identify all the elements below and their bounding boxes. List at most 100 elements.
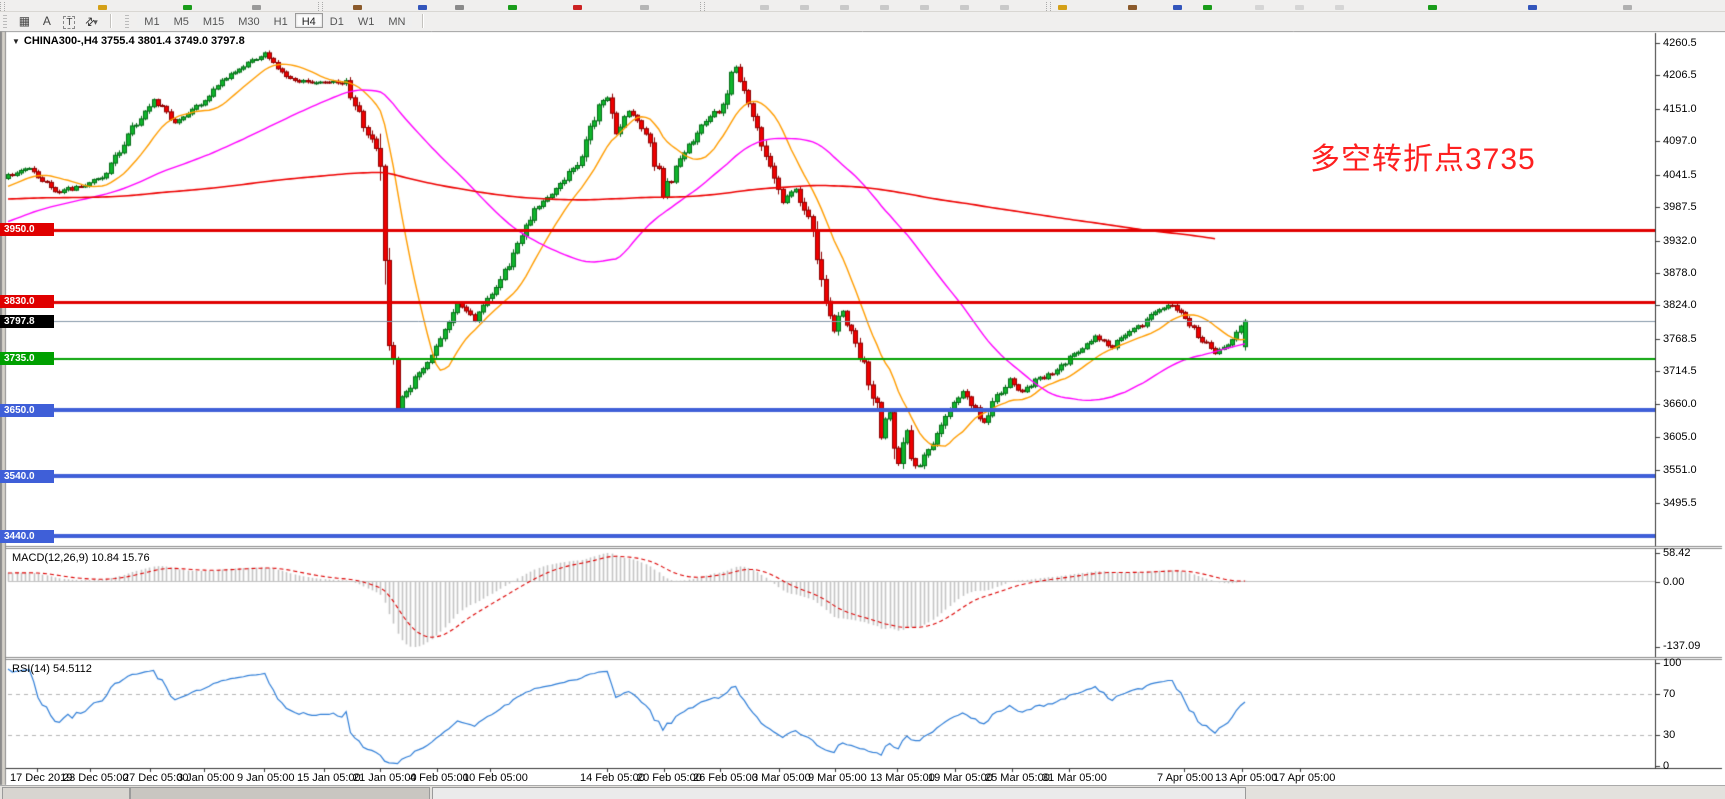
time-axis-label: 13 Mar 05:00: [870, 772, 935, 784]
time-axis-label: 9 Jan 05:00: [237, 772, 295, 784]
text-label-button[interactable]: A: [38, 13, 56, 29]
price-tick-label: 3551.0: [1663, 463, 1697, 476]
objects-arrows-button[interactable]: ⇄▾: [83, 13, 101, 30]
dropdown-caret-icon: ▾: [93, 17, 98, 27]
time-axis-label: 23 Dec 05:00: [63, 772, 129, 784]
toolbar-icon[interactable]: [880, 5, 889, 10]
toolbar-icon[interactable]: [418, 5, 427, 10]
macd-indicator-label: MACD(12,26,9) 10.84 15.76: [12, 552, 150, 564]
toolbar-icon[interactable]: [800, 5, 809, 10]
price-tick-label: 3932.0: [1663, 234, 1697, 247]
symbol-dropdown-caret-icon[interactable]: ▼: [12, 37, 20, 46]
price-level-badge: 3440.0: [0, 529, 54, 543]
price-tick-label: 3605.0: [1663, 431, 1697, 444]
time-axis-label: 15 Jan 05:00: [297, 772, 361, 784]
toolbar-icon[interactable]: [1000, 5, 1009, 10]
toolbar-icon[interactable]: [1295, 5, 1304, 10]
crosshair-grid-button[interactable]: ▦: [15, 13, 33, 29]
toolbar-icon[interactable]: [960, 5, 969, 10]
text-box-button[interactable]: T: [60, 13, 78, 29]
chart-window: ▼ CHINA300-,H4 3755.4 3801.4 3749.0 3797.…: [0, 31, 1725, 799]
toolbar-icon[interactable]: [1203, 5, 1212, 10]
bottom-panel-segment[interactable]: [130, 787, 430, 799]
toolbar-icon[interactable]: [1428, 5, 1437, 10]
toolbar-icon[interactable]: [1255, 5, 1264, 10]
toolbar-icon[interactable]: [1528, 5, 1537, 10]
price-tick-label: 3660.0: [1663, 398, 1697, 411]
font-a-icon: A: [42, 14, 51, 28]
bottom-panel-segment[interactable]: [2, 787, 130, 799]
symbol-ohlc-text: CHINA300-,H4 3755.4 3801.4 3749.0 3797.8: [23, 35, 245, 47]
rsi-tick-label: 100: [1663, 657, 1682, 669]
toolbar-grip[interactable]: [3, 15, 7, 28]
toolbar-icon[interactable]: [760, 5, 769, 10]
toolbar-grip: [700, 2, 705, 11]
price-level-badge: 3950.0: [0, 223, 54, 237]
macd-tick-label: -137.09: [1663, 640, 1701, 652]
candlestick-chart-canvas[interactable]: [0, 31, 1725, 799]
text-box-icon: T: [63, 16, 76, 29]
rsi-indicator-label: RSI(14) 54.5112: [12, 663, 92, 675]
current-price-badge: 3797.8: [0, 314, 54, 328]
timeframe-button-w1[interactable]: W1: [350, 13, 382, 28]
timeframe-button-m15[interactable]: M15: [195, 13, 232, 28]
toolbar-grip: [0, 2, 5, 11]
toolbar-icon[interactable]: [98, 5, 107, 10]
timeframe-button-m1[interactable]: M1: [137, 13, 167, 28]
toolbar-separator: [110, 14, 113, 28]
price-tick-label: 3987.5: [1663, 201, 1697, 214]
price-tick-label: 4151.0: [1663, 102, 1697, 115]
time-axis-label: 26 Feb 05:00: [693, 772, 758, 784]
price-tick-label: 4097.0: [1663, 135, 1697, 148]
price-tick-label: 3878.0: [1663, 266, 1697, 279]
time-axis-label: 25 Mar 05:00: [985, 772, 1050, 784]
toolbar-separator: [421, 14, 424, 28]
time-axis-label: 13 Apr 05:00: [1215, 772, 1278, 784]
toolbar-icon[interactable]: [1623, 5, 1632, 10]
chart-annotation-text: 多空转折点3735: [1310, 143, 1536, 176]
toolbar-top-strip: [0, 0, 1725, 12]
toolbar-icon[interactable]: [252, 5, 261, 10]
toolbar-icon[interactable]: [183, 5, 192, 10]
price-tick-label: 3768.5: [1663, 332, 1697, 345]
toolbar-grip: [318, 2, 323, 11]
rsi-tick-label: 30: [1663, 729, 1676, 742]
timeframe-button-m5[interactable]: M5: [166, 13, 196, 28]
time-axis-label: 3 Jan 05:00: [177, 772, 235, 784]
toolbar-icon[interactable]: [508, 5, 517, 10]
price-level-badge: 3735.0: [0, 352, 54, 366]
toolbar-icon[interactable]: [353, 5, 362, 10]
toolbar-icon[interactable]: [640, 5, 649, 10]
time-axis-label: 7 Apr 05:00: [1157, 772, 1214, 784]
timeframe-buttons: M1 M5 M15 M30 H1 H4 D1 W1 MN: [137, 12, 413, 29]
time-axis-label: 27 Dec 05:00: [123, 772, 189, 784]
price-tick-label: 3824.0: [1663, 299, 1697, 312]
time-axis-label: 19 Mar 05:00: [928, 772, 993, 784]
toolbar-icon[interactable]: [840, 5, 849, 10]
price-tick-label: 4260.5: [1663, 36, 1697, 49]
timeframe-button-h1[interactable]: H1: [266, 13, 295, 28]
time-axis-label: 3 Mar 05:00: [752, 772, 811, 784]
bottom-panel-strip: [0, 785, 1725, 799]
price-tick-label: 4206.5: [1663, 69, 1697, 82]
toolbar-icon[interactable]: [573, 5, 582, 10]
macd-tick-label: 0.00: [1663, 575, 1685, 588]
toolbar-icon[interactable]: [1335, 5, 1344, 10]
time-axis-label: 21 Jan 05:00: [353, 772, 417, 784]
toolbar-icon[interactable]: [1058, 5, 1067, 10]
timeframe-button-h4[interactable]: H4: [294, 13, 323, 28]
toolbar-icon[interactable]: [1173, 5, 1182, 10]
bottom-panel-segment[interactable]: [432, 787, 1246, 799]
time-axis-label: 10 Feb 05:00: [463, 772, 528, 784]
toolbar-icon[interactable]: [920, 5, 929, 10]
toolbar-icon[interactable]: [455, 5, 464, 10]
timeframe-button-m30[interactable]: M30: [231, 13, 267, 28]
timeframe-button-mn[interactable]: MN: [381, 13, 413, 28]
time-axis-label: 9 Mar 05:00: [808, 772, 867, 784]
timeframe-button-d1[interactable]: D1: [322, 13, 351, 28]
price-level-badge: 3650.0: [0, 403, 54, 417]
time-axis-label: 17 Apr 05:00: [1273, 772, 1336, 784]
toolbar-grip[interactable]: [124, 15, 129, 28]
toolbar-icon[interactable]: [1128, 5, 1137, 10]
